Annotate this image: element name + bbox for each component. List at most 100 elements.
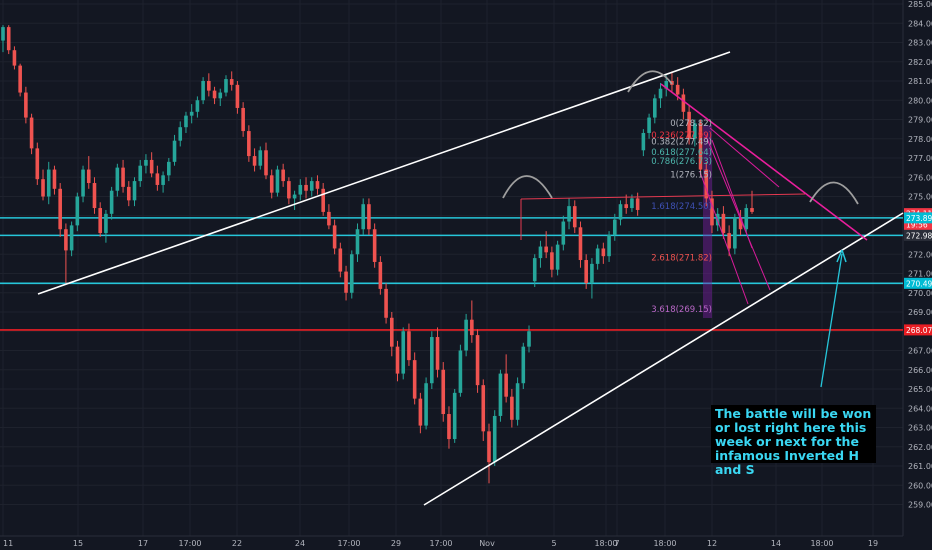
- fib-label: 0.786(276.73): [651, 157, 712, 167]
- candle: [532, 254, 537, 287]
- candle: [487, 423, 491, 484]
- x-tick-label: 17:00: [178, 539, 201, 548]
- left-shoulder-arc: [502, 175, 553, 199]
- candle: [681, 88, 686, 120]
- y-tick-label: 261.00: [908, 462, 932, 471]
- candle: [58, 183, 62, 237]
- candle: [41, 169, 45, 201]
- fan-line-1: [709, 127, 780, 188]
- candle: [52, 165, 57, 195]
- candle: [401, 327, 406, 380]
- y-tick-label: 278.00: [908, 135, 932, 144]
- candle: [733, 213, 737, 255]
- price-label: 273.89: [904, 212, 932, 224]
- candle: [407, 323, 411, 366]
- candle: [149, 152, 154, 178]
- candle: [69, 221, 74, 257]
- x-tick-label: 22: [232, 539, 242, 548]
- trend-drawings: [37, 51, 904, 506]
- candle: [744, 204, 749, 234]
- candle: [258, 146, 263, 170]
- candle: [498, 369, 503, 422]
- head-arc: [627, 70, 673, 93]
- horizontal-levels: [0, 217, 903, 331]
- candle: [144, 154, 148, 174]
- candle: [441, 362, 446, 422]
- candle: [527, 325, 531, 353]
- y-tick-label: 264.00: [908, 404, 932, 413]
- candle: [430, 331, 434, 389]
- y-tick-label: 271.00: [908, 270, 932, 279]
- fan-line-3: [699, 171, 749, 305]
- fib-label: 0(278.82): [670, 119, 712, 129]
- y-tick-label: 285.00: [908, 0, 932, 9]
- fib-label: 0.236(277.99): [651, 131, 712, 141]
- downtrend-line: [660, 83, 868, 241]
- candle: [452, 389, 457, 443]
- x-tick-label: 15: [73, 539, 83, 548]
- candle: [281, 163, 285, 187]
- candle: [355, 223, 360, 262]
- candle: [12, 46, 17, 70]
- arrow-head: [836, 249, 847, 263]
- candle: [201, 77, 205, 105]
- candle: [515, 377, 520, 426]
- candle: [86, 156, 91, 189]
- y-tick-label: 267.00: [908, 347, 932, 356]
- candle: [132, 177, 137, 207]
- price-label: 268.07: [904, 324, 932, 336]
- candle: [298, 179, 303, 201]
- y-tick-label: 275.00: [908, 193, 932, 202]
- candle: [252, 148, 257, 172]
- y-tick-label: 283.00: [908, 39, 932, 48]
- candle: [447, 406, 451, 449]
- x-tick-label: 17:00: [429, 539, 452, 548]
- x-tick-label: 17: [138, 539, 148, 548]
- x-tick-label: 18:00: [594, 539, 617, 548]
- candle: [6, 25, 11, 55]
- candle: [75, 192, 80, 232]
- candle: [309, 177, 314, 197]
- candle: [481, 379, 486, 441]
- y-tick-label: 266.00: [908, 366, 932, 375]
- right-shoulder-arc: [809, 181, 859, 205]
- candle: [104, 209, 108, 243]
- candle: [710, 190, 714, 234]
- candle: [35, 142, 40, 185]
- x-tick-label: 24: [295, 539, 305, 548]
- y-tick-label: 282.00: [908, 58, 932, 67]
- fib-label: 1(276.15): [670, 170, 712, 180]
- candle: [464, 313, 468, 357]
- candle: [212, 86, 217, 105]
- candle: [361, 198, 366, 235]
- x-tick-label: 18:00: [653, 539, 676, 548]
- candle: [24, 86, 28, 124]
- candle: [292, 190, 297, 210]
- candle: [607, 231, 611, 262]
- fib-label: 0.382(277.49): [651, 138, 712, 148]
- candle: [92, 177, 97, 214]
- candle: [578, 221, 583, 268]
- candle: [229, 71, 234, 91]
- y-tick-label: 277.00: [908, 154, 932, 163]
- y-tick-label: 276.00: [908, 173, 932, 182]
- candle: [550, 246, 554, 278]
- candle: [475, 329, 480, 393]
- candle: [189, 104, 194, 124]
- y-tick-label: 280.00: [908, 96, 932, 105]
- candle: [395, 340, 400, 382]
- lower-channel-line: [423, 212, 904, 506]
- candle: [195, 96, 200, 118]
- arrow-shaft: [820, 253, 843, 388]
- y-tick-label: 272.00: [908, 250, 932, 259]
- price-label: 270.49: [904, 277, 932, 289]
- candle: [544, 231, 548, 259]
- candle: [138, 159, 143, 187]
- candle: [389, 312, 394, 357]
- annotation-note: The battle will be won or lost right her…: [711, 405, 876, 477]
- candle: [338, 242, 343, 278]
- candle: [418, 392, 423, 434]
- fib-label: 0.618(277.64): [651, 148, 712, 158]
